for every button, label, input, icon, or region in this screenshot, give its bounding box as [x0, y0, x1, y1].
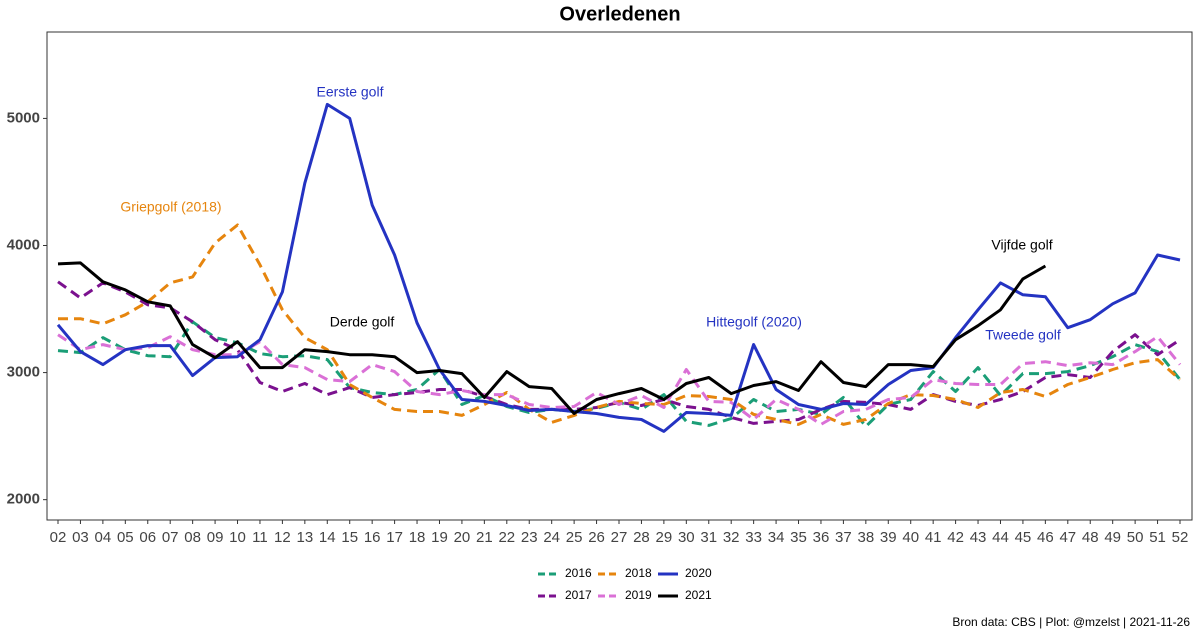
annotation: Vijfde golf: [991, 237, 1052, 253]
x-tick-label: 39: [880, 529, 897, 546]
annotation: Griepgolf (2018): [120, 199, 221, 215]
x-tick-label: 17: [386, 529, 403, 546]
x-tick-label: 31: [700, 529, 717, 546]
x-tick-label: 11: [252, 529, 268, 546]
x-tick-label: 14: [319, 529, 336, 546]
x-tick-label: 06: [139, 529, 156, 546]
annotation: Hittegolf (2020): [706, 314, 802, 330]
x-tick-label: 04: [95, 529, 112, 546]
x-tick-label: 34: [768, 529, 785, 546]
x-tick-label: 18: [409, 529, 426, 546]
x-tick-label: 23: [521, 529, 538, 546]
caption: Bron data: CBS | Plot: @mzelst | 2021-11…: [952, 615, 1190, 629]
x-tick-label: 40: [902, 529, 919, 546]
x-tick-label: 16: [364, 529, 381, 546]
x-tick-label: 47: [1059, 529, 1076, 546]
x-tick-label: 30: [678, 529, 695, 546]
series-line: [58, 223, 1181, 426]
legend-label: 2019: [625, 588, 652, 602]
x-tick-label: 49: [1104, 529, 1121, 546]
x-tick-label: 35: [790, 529, 807, 546]
x-tick-label: 43: [970, 529, 987, 546]
annotation: Tweede golf: [985, 327, 1061, 343]
x-tick-label: 44: [992, 529, 1009, 546]
x-tick-label: 22: [498, 529, 515, 546]
x-tick-label: 26: [588, 529, 605, 546]
x-tick-label: 36: [813, 529, 830, 546]
x-tick-label: 10: [229, 529, 246, 546]
x-tick-label: 12: [274, 529, 291, 546]
x-tick-label: 28: [633, 529, 650, 546]
x-tick-label: 08: [184, 529, 201, 546]
x-tick-label: 51: [1149, 529, 1166, 546]
x-tick-label: 24: [543, 529, 560, 546]
x-tick-label: 50: [1127, 529, 1144, 546]
x-tick-label: 32: [723, 529, 740, 546]
annotation: Derde golf: [330, 314, 395, 330]
x-tick-label: 27: [611, 529, 628, 546]
x-tick-label: 03: [72, 529, 89, 546]
legend-label: 2020: [685, 566, 712, 580]
annotation: Eerste golf: [317, 84, 384, 100]
x-tick-label: 46: [1037, 529, 1054, 546]
x-tick-label: 37: [835, 529, 852, 546]
x-tick-label: 07: [162, 529, 179, 546]
x-tick-label: 13: [296, 529, 313, 546]
x-tick-label: 48: [1082, 529, 1099, 546]
x-tick-label: 52: [1172, 529, 1189, 546]
x-tick-label: 15: [341, 529, 358, 546]
x-tick-label: 41: [925, 529, 942, 546]
x-tick-label: 25: [566, 529, 583, 546]
x-tick-label: 20: [454, 529, 471, 546]
x-tick-label: 05: [117, 529, 134, 546]
x-tick-label: 09: [207, 529, 224, 546]
x-tick-label: 02: [50, 529, 67, 546]
legend-label: 2021: [685, 588, 712, 602]
legend-label: 2016: [565, 566, 592, 580]
x-tick-label: 42: [947, 529, 964, 546]
x-tick-label: 29: [656, 529, 673, 546]
chart-title: Overledenen: [559, 3, 680, 25]
x-tick-label: 33: [745, 529, 762, 546]
y-tick-label: 5000: [7, 109, 40, 126]
x-tick-label: 38: [857, 529, 874, 546]
series-line: [57, 261, 1047, 415]
legend-label: 2017: [565, 588, 592, 602]
y-tick-label: 3000: [7, 364, 40, 381]
x-tick-label: 19: [431, 529, 448, 546]
x-tick-label: 21: [476, 529, 493, 546]
x-tick-label: 45: [1015, 529, 1032, 546]
legend-label: 2018: [625, 566, 652, 580]
y-tick-label: 4000: [7, 236, 40, 253]
y-tick-label: 2000: [7, 491, 40, 508]
